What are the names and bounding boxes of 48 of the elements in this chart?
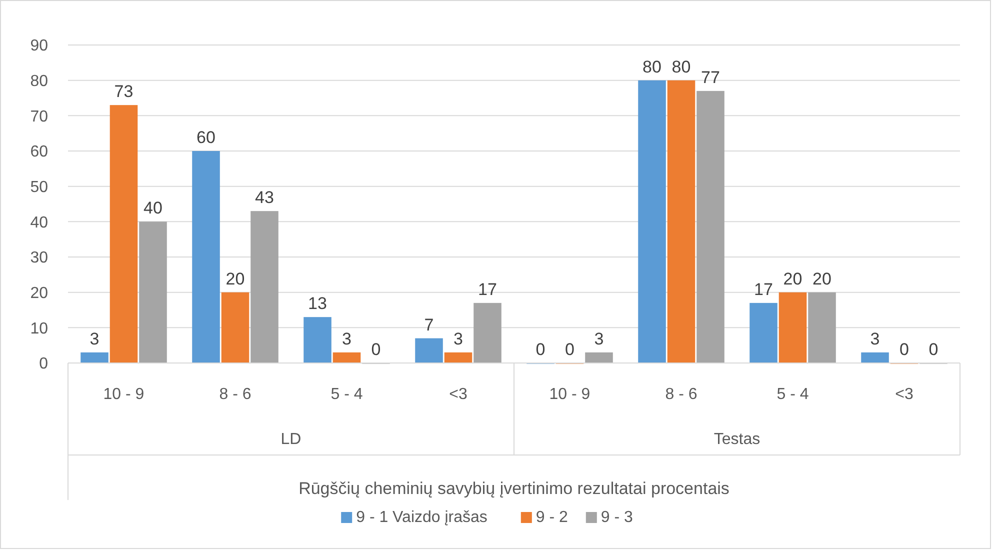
data-label: 0 (536, 340, 546, 359)
data-label: 60 (196, 128, 216, 147)
data-label: 20 (812, 269, 832, 288)
data-label: 77 (701, 68, 720, 87)
y-tick-label: 50 (30, 178, 48, 196)
x-tick-label: 8 - 6 (665, 386, 698, 403)
x-tick-label: <3 (895, 386, 914, 403)
y-tick-label: 10 (30, 320, 48, 338)
text: LD (280, 431, 302, 448)
data-label: 73 (114, 82, 134, 102)
x-tick-label: 8 - 6 (219, 386, 252, 403)
data-label: 3 (594, 329, 604, 348)
x-axis-title: Rūgščių cheminių savybių įvertinimo rezultatai procentais (298, 479, 730, 498)
y-tick-label: 60 (30, 144, 48, 161)
data-label: 3 (454, 329, 463, 348)
data-label: 3 (870, 329, 880, 348)
y-tick-label: 40 (30, 214, 48, 232)
data-label: 80 (672, 57, 691, 76)
data-label: 43 (255, 188, 274, 208)
data-label: 3 (342, 329, 352, 348)
data-label: 3 (90, 329, 100, 348)
x-tick-label: <3 (449, 386, 468, 403)
x-tick-label: 10 - 9 (549, 386, 590, 403)
y-tick-label: 70 (30, 108, 48, 126)
legend-label: 9 - 2 (536, 509, 568, 526)
data-label: 17 (754, 280, 773, 299)
legend-label: 9 - 3 (600, 509, 634, 526)
y-tick-label: 90 (30, 38, 48, 55)
data-label: 40 (144, 198, 162, 218)
x-tick-label: 5 - 4 (776, 386, 809, 403)
text: Testas (714, 431, 760, 448)
data-label: 0 (371, 340, 381, 359)
data-label: 17 (478, 280, 497, 299)
data-label: 0 (900, 340, 909, 359)
data-label: 7 (424, 315, 434, 334)
data-label: 80 (642, 57, 662, 76)
x-tick-label: 5 - 4 (330, 386, 363, 403)
y-tick-label: 30 (30, 250, 48, 267)
y-tick-label: 0 (39, 356, 48, 373)
data-label: 0 (565, 340, 574, 359)
data-label: 13 (308, 294, 327, 314)
y-tick-label: 80 (30, 72, 48, 90)
data-label: 20 (783, 269, 802, 288)
data-label: 20 (226, 269, 245, 288)
data-label: 0 (928, 340, 938, 359)
x-tick-label: 10 - 9 (103, 386, 144, 403)
legend-label: 9 - 1 Vaizdo įrašas (356, 509, 488, 526)
y-tick-label: 20 (30, 284, 48, 302)
